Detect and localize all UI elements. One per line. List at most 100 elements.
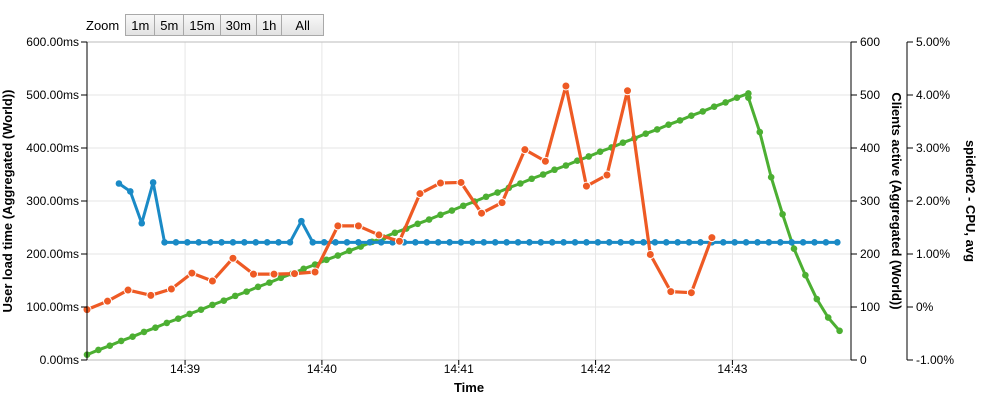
data-point — [343, 239, 351, 246]
data-point — [799, 239, 807, 246]
left-tick-label: 400.00ms — [26, 141, 79, 155]
data-point — [482, 193, 490, 201]
data-point — [813, 295, 821, 303]
data-point — [209, 301, 216, 309]
right-axis-title-cpu: spider02 - CPU, avg — [963, 140, 978, 262]
data-point — [605, 239, 613, 246]
data-point — [520, 145, 530, 155]
data-point — [581, 181, 591, 191]
data-point — [540, 156, 550, 166]
x-tick-label: 14:43 — [717, 362, 747, 376]
data-point — [266, 279, 273, 286]
data-point — [146, 290, 156, 300]
data-point — [666, 287, 676, 297]
zoom-30m-button[interactable]: 30m — [219, 14, 256, 36]
data-point — [571, 239, 579, 246]
data-point — [514, 239, 522, 246]
data-point — [115, 180, 123, 187]
data-point — [123, 285, 133, 295]
data-point — [161, 239, 168, 246]
data-point — [653, 126, 661, 133]
data-point — [456, 177, 466, 187]
series-0 — [83, 90, 843, 359]
series-1 — [115, 179, 841, 246]
data-point — [628, 239, 636, 246]
data-point — [95, 346, 102, 354]
data-point — [298, 217, 305, 225]
data-point — [149, 179, 157, 186]
data-point — [822, 239, 830, 246]
data-point — [742, 239, 750, 246]
data-point — [415, 189, 425, 199]
left-tick-label: 600.00ms — [26, 35, 79, 49]
left-tick-label: 0.00ms — [40, 353, 79, 367]
data-point — [425, 216, 433, 223]
data-point — [539, 171, 547, 178]
data-point — [585, 153, 593, 160]
data-point — [286, 239, 294, 246]
data-point — [332, 239, 339, 246]
data-point — [491, 239, 499, 246]
data-point — [310, 267, 320, 277]
x-tick-label: 14:41 — [444, 362, 474, 376]
data-point — [517, 180, 524, 187]
data-point — [788, 239, 796, 246]
right2-tick-label: 0% — [916, 300, 934, 314]
zoom-5m-button[interactable]: 5m — [154, 14, 184, 36]
right-axis-title-clients: Clients active (Aggregated (World)) — [889, 92, 904, 309]
left-tick-label: 500.00ms — [26, 88, 79, 102]
data-point — [583, 239, 590, 246]
data-point — [391, 229, 399, 237]
data-point — [836, 327, 843, 335]
data-point — [617, 239, 624, 246]
zoom-15m-button[interactable]: 15m — [183, 14, 220, 36]
data-point — [374, 230, 384, 240]
data-point — [414, 220, 421, 228]
data-point — [300, 265, 307, 273]
grid — [87, 42, 851, 360]
data-point — [790, 245, 798, 252]
data-point — [494, 189, 501, 196]
data-point — [334, 252, 342, 259]
data-point — [594, 239, 602, 246]
series-line — [86, 91, 841, 357]
left-axis-title: User load time (Aggregated (World)) — [0, 90, 15, 313]
data-point — [710, 103, 718, 110]
series-line — [86, 84, 714, 312]
right2-tick-label: 3.00% — [916, 141, 950, 155]
data-point — [688, 112, 695, 119]
zoom-all-button[interactable]: All — [281, 14, 324, 36]
data-point — [207, 276, 217, 286]
data-point — [685, 239, 693, 246]
data-point — [252, 239, 260, 246]
zoom-1m-button[interactable]: 1m — [125, 14, 155, 36]
right1-tick-label: 500 — [860, 88, 880, 102]
data-point — [528, 175, 536, 183]
data-point — [218, 239, 225, 246]
data-point — [437, 211, 444, 219]
data-point — [756, 128, 764, 136]
data-point — [446, 239, 453, 246]
data-point — [623, 86, 633, 96]
data-point — [117, 337, 125, 345]
left-tick-label: 100.00ms — [26, 300, 79, 314]
zoom-1h-button[interactable]: 1h — [255, 14, 282, 36]
data-point — [197, 306, 205, 313]
right1-tick-label: 100 — [860, 300, 880, 314]
data-point — [574, 157, 581, 165]
data-point — [642, 130, 650, 137]
data-point — [184, 239, 191, 246]
left-tick-label: 200.00ms — [26, 247, 79, 261]
data-point — [665, 121, 672, 128]
data-point — [640, 239, 647, 246]
data-point — [651, 239, 659, 246]
series-layer — [82, 81, 843, 359]
data-point — [707, 233, 717, 243]
zoom-bar: Zoom 1m 5m 15m 30m 1h All — [86, 14, 324, 36]
right2-tick-label: 5.00% — [916, 35, 950, 49]
data-point — [228, 253, 238, 263]
data-point — [719, 239, 727, 246]
data-point — [355, 239, 362, 246]
data-point — [106, 342, 114, 349]
